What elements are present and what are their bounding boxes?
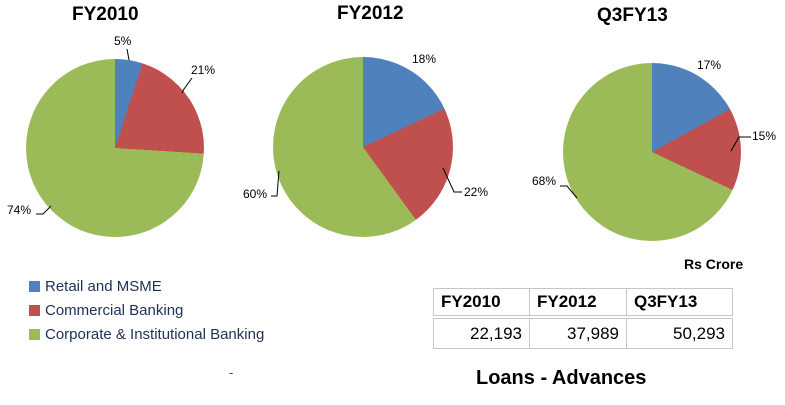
chart-bottom-title: Loans - Advances [476,367,647,389]
table-header-fy2012: FY2012 [530,288,627,316]
table-value-q3fy13: 50,293 [627,318,733,349]
pie2-label-commercial: 22% [464,185,489,199]
table-header-row: FY2010 FY2012 Q3FY13 [433,288,733,316]
legend-label-corporate: Corporate & Institutional Banking [45,325,265,343]
legend-label-commercial: Commercial Banking [45,301,184,319]
legend: Retail and MSME Commercial Banking Corpo… [29,274,264,346]
pie-chart-q3fy13 [563,63,741,241]
table-value-row: 22,193 37,989 50,293 [433,318,733,349]
pie-title-fy2010: FY2010 [72,4,139,25]
legend-swatch-commercial [29,304,40,316]
unit-label: Rs Crore [684,256,744,272]
pie3-label-retail: 17% [697,58,722,72]
table-value-fy2010: 22,193 [433,318,530,349]
pie-chart-fy2010 [26,59,204,237]
legend-item-commercial: Commercial Banking [29,298,264,322]
legend-swatch-retail [29,280,40,292]
pie1-label-corporate: 74% [7,203,32,217]
pie-chart-fy2012 [273,57,453,237]
loans-table: FY2010 FY2012 Q3FY13 22,193 37,989 50,29… [433,288,733,349]
legend-item-retail: Retail and MSME [29,274,264,298]
legend-item-corporate: Corporate & Institutional Banking [29,322,264,346]
pie2-label-corporate: 60% [243,187,268,201]
legend-swatch-corporate [29,328,40,340]
pie1-label-retail: 5% [114,34,132,48]
pie-title-fy2012: FY2012 [337,3,404,24]
pie1-label-commercial: 21% [191,63,216,77]
stray-dash-mark: - [229,365,234,380]
table-header-fy2010: FY2010 [433,288,530,316]
table-header-q3fy13: Q3FY13 [627,288,733,316]
pie-title-q3fy13: Q3FY13 [597,5,668,26]
table-value-fy2012: 37,989 [530,318,627,349]
pie2-label-retail: 18% [412,52,437,66]
legend-label-retail: Retail and MSME [45,277,162,295]
pie3-label-corporate: 68% [532,174,557,188]
pie3-label-commercial: 15% [752,129,777,143]
